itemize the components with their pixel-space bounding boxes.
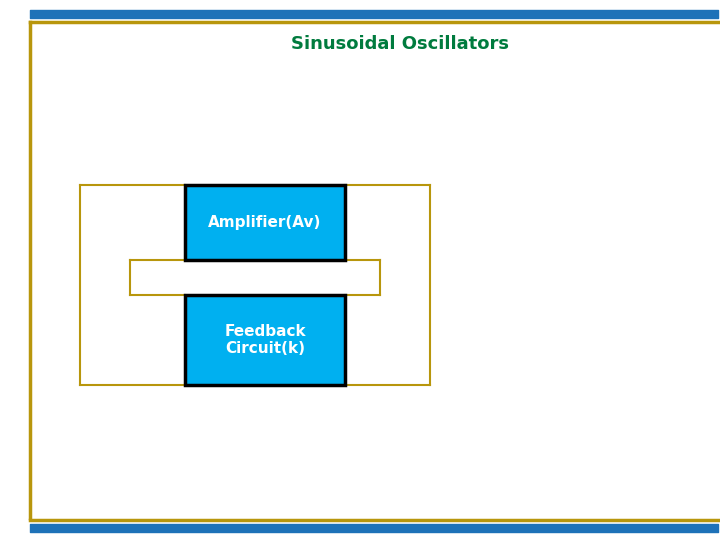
FancyBboxPatch shape bbox=[185, 185, 345, 260]
Text: Feedback
Circuit(k): Feedback Circuit(k) bbox=[224, 324, 306, 356]
Text: Amplifier(Av): Amplifier(Av) bbox=[208, 215, 322, 230]
FancyBboxPatch shape bbox=[185, 295, 345, 385]
Text: Sinusoidal Oscillators: Sinusoidal Oscillators bbox=[291, 35, 509, 53]
